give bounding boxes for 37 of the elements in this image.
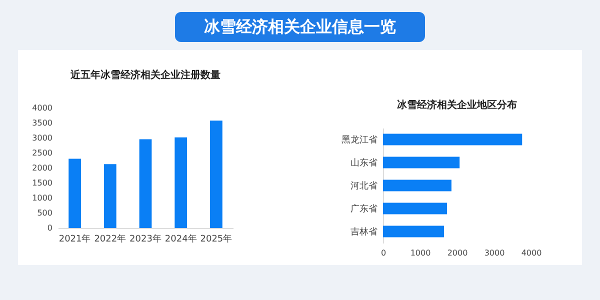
y-tick-label: 黑龙江省 (342, 134, 378, 146)
y-tick-label: 1000 (32, 194, 52, 202)
y-tick-label: 500 (37, 208, 52, 218)
bar (383, 226, 444, 238)
x-tick-label: 2021年 (58, 234, 91, 244)
y-tick-label: 吉林省 (350, 226, 378, 238)
chart-title: 冰雪经济相关企业地区分布 (397, 99, 517, 111)
bar (383, 180, 452, 192)
y-tick-label: 广东省 (350, 204, 378, 214)
x-tick-label: 2022年 (94, 234, 126, 244)
bar (174, 137, 188, 228)
y-tick-label: 2000 (32, 164, 52, 172)
bar (210, 120, 222, 228)
x-tick-label: 2024年 (164, 234, 197, 244)
bar (104, 164, 116, 228)
y-tick-label: 2500 (32, 148, 52, 158)
chart-title: 近五年冰雪经济相关企业注册数量 (70, 69, 220, 81)
y-tick-label: 4000 (32, 104, 52, 112)
y-tick-label: 山东省 (350, 158, 378, 168)
y-tick-label: 0 (47, 224, 52, 232)
bar (383, 134, 522, 146)
y-tick-label: 河北省 (350, 180, 378, 192)
x-tick-label: 3000 (484, 248, 505, 258)
x-tick-label: 0 (380, 248, 386, 258)
y-tick-label: 3000 (32, 134, 52, 142)
bar (68, 158, 81, 228)
x-tick-label: 2000 (447, 248, 468, 258)
bar (383, 156, 460, 168)
x-tick-label: 1000 (410, 248, 431, 258)
text: 冰雪经济相关企业信息一览 (175, 12, 425, 42)
y-tick-label: 1500 (32, 178, 52, 188)
y-tick-label: 3500 (32, 118, 52, 128)
x-tick-label: 2025年 (200, 234, 232, 244)
bar (139, 139, 152, 228)
x-tick-label: 2023年 (130, 234, 162, 244)
bar (383, 202, 448, 214)
x-tick-label: 4000 (521, 248, 542, 258)
